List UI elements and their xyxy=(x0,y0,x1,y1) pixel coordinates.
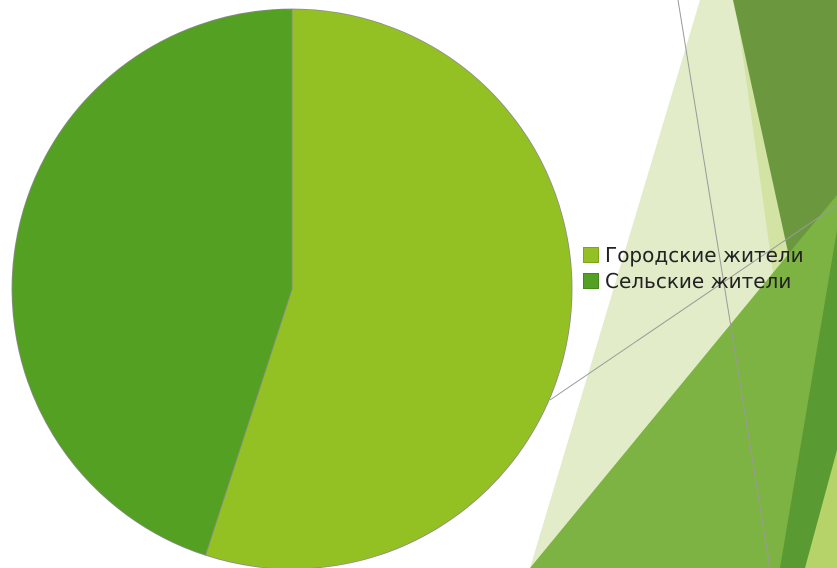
legend-label-urban: Городские жители xyxy=(605,243,804,267)
legend-swatch-rural xyxy=(583,273,599,289)
decor-line-1 xyxy=(677,0,771,568)
decor-triangle-deep xyxy=(780,230,837,568)
legend-item-urban: Городские жители xyxy=(583,242,804,268)
legend-label-rural: Сельские жители xyxy=(605,269,792,293)
pie-slices xyxy=(11,8,573,568)
legend-swatch-urban xyxy=(583,247,599,263)
decor-line-2 xyxy=(549,204,837,401)
decor-triangle-lime xyxy=(805,450,837,568)
legend-item-rural: Сельские жители xyxy=(583,268,804,294)
pie-slice-rural xyxy=(11,8,293,556)
pie-slice-urban xyxy=(204,8,573,568)
chart-legend: Городские жители Сельские жители xyxy=(583,242,804,294)
decor-triangle-mid xyxy=(530,195,837,568)
